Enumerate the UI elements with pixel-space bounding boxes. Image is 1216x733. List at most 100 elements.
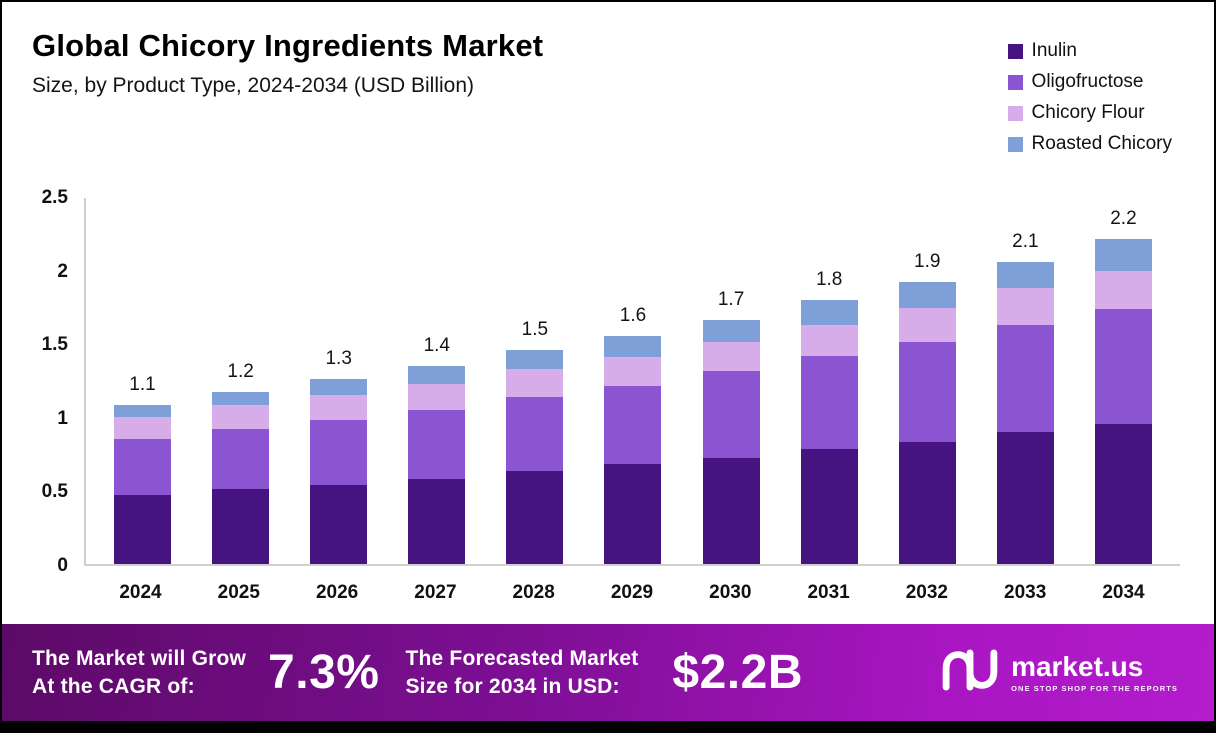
- legend-item-inulin: Inulin: [1007, 40, 1172, 62]
- bar-total-label: 1.4: [423, 335, 450, 356]
- bar-segment-roasted-chicory: [212, 392, 270, 405]
- y-tick-label: 2.5: [41, 187, 68, 208]
- legend-item-roasted-chicory: Roasted Chicory: [1007, 133, 1172, 155]
- bar-group-2032: 1.9: [898, 251, 956, 564]
- bar-segment-roasted-chicory: [702, 320, 760, 342]
- bar-segment-inulin: [702, 458, 760, 564]
- x-axis-labels: 2024 2025 2026 2027 2028 2029 2030 2031 2032 2033…: [84, 566, 1180, 618]
- bar-segment-inulin: [800, 449, 858, 564]
- x-axis-label: 2026: [315, 582, 359, 603]
- x-axis-label: 2034: [1102, 582, 1145, 603]
- bar-segment-chicory-flour: [1094, 271, 1152, 309]
- bar-group-2028: 1.5: [506, 319, 564, 564]
- bar-group-2034: 2.2: [1094, 208, 1152, 564]
- bar-segment-chicory-flour: [408, 384, 466, 410]
- bar-group-2027: 1.4: [408, 335, 466, 564]
- bar-segment-inulin: [604, 464, 662, 564]
- bar-total-label: 2.1: [1012, 231, 1039, 252]
- bar-total-label: 1.5: [521, 319, 549, 340]
- x-axis-label: 2029: [610, 582, 654, 603]
- bar-segment-roasted-chicory: [408, 366, 466, 384]
- bar-stack: [212, 392, 270, 564]
- page-title: Global Chicory Ingredients Market: [32, 28, 544, 63]
- brand-name: market.us: [1011, 650, 1144, 682]
- legend-swatch-icon: [1007, 43, 1023, 59]
- bar-segment-oligofructose: [702, 371, 760, 458]
- bar-segment-oligofructose: [1094, 309, 1152, 424]
- page-subtitle: Size, by Product Type, 2024-2034 (USD Bi…: [32, 74, 475, 97]
- bar-segment-inulin: [506, 471, 564, 564]
- bar-segment-chicory-flour: [800, 325, 858, 356]
- cagr-caption-line1: The Market will Grow: [32, 647, 247, 671]
- bar-segment-oligofructose: [800, 356, 858, 449]
- y-tick-label: 0.5: [41, 481, 68, 503]
- brand-text-block: market.us ONE STOP SHOP FOR THE REPORTS: [1011, 650, 1178, 694]
- bar-segment-roasted-chicory: [1094, 239, 1152, 271]
- bar-group-2026: 1.3: [310, 348, 368, 564]
- bar-segment-chicory-flour: [310, 395, 368, 420]
- x-axis-label: 2030: [709, 582, 752, 603]
- y-tick-label: 1.5: [41, 334, 68, 356]
- y-axis: 0 0.5 1 1.5 2 2.5: [18, 187, 84, 576]
- bar-segment-roasted-chicory: [506, 350, 564, 369]
- bar-total-label: 1.1: [129, 374, 156, 395]
- legend-label: Chicory Flour: [1031, 102, 1145, 123]
- bar-group-2024: 1.1: [114, 374, 171, 564]
- chart: 0 0.5 1 1.5 2 2.5 1.1 1.2 1.3 1.4 1.5 1.6 1.7 1.8 1.9…: [18, 187, 1180, 618]
- bottom-strip: [2, 721, 1214, 731]
- bar-total-label: 1.6: [619, 305, 647, 326]
- bar-segment-chicory-flour: [506, 369, 564, 397]
- bar-segment-roasted-chicory: [604, 336, 662, 357]
- cagr-value: 7.3%: [268, 646, 380, 699]
- legend-label: Roasted Chicory: [1031, 133, 1172, 154]
- bar-group-2033: 2.1: [996, 231, 1054, 564]
- bar-group-2029: 1.6: [604, 305, 662, 564]
- bar-segment-oligofructose: [604, 386, 662, 464]
- bar-group-2030: 1.7: [702, 289, 760, 564]
- bar-segment-inulin: [310, 485, 368, 564]
- bar-segment-chicory-flour: [212, 405, 270, 429]
- bar-stack: [408, 366, 466, 564]
- summary-banner: The Market will Grow At the CAGR of: 7.3…: [2, 624, 1214, 721]
- x-axis-label: 2028: [512, 582, 555, 603]
- y-tick-label: 2: [57, 260, 68, 282]
- legend-item-chicory-flour: Chicory Flour: [1007, 102, 1172, 124]
- bar-segment-oligofructose: [506, 397, 564, 471]
- legend-swatch-icon: [1007, 136, 1023, 152]
- forecast-caption-line2: Size for 2034 in USD:: [405, 674, 620, 698]
- header: Global Chicory Ingredients Market Size, …: [2, 2, 1214, 98]
- brand-tagline: ONE STOP SHOP FOR THE REPORTS: [1011, 684, 1178, 694]
- bar-segment-chicory-flour: [898, 308, 956, 342]
- forecast-value: $2.2B: [672, 646, 803, 699]
- bar-stack: [898, 282, 956, 564]
- bar-segment-roasted-chicory: [898, 282, 956, 308]
- legend-label: Oligofructose: [1031, 71, 1144, 92]
- bar-segment-inulin: [212, 489, 270, 564]
- plot-area: 1.1 1.2 1.3 1.4 1.5 1.6 1.7 1.8 1.9 2.1 2.2: [84, 198, 1180, 566]
- x-axis-label: 2033: [1004, 582, 1047, 603]
- bar-segment-chicory-flour: [702, 342, 760, 371]
- cagr-caption-line2: At the CAGR of:: [32, 674, 195, 698]
- bar-total-label: 1.8: [815, 269, 843, 290]
- bar-stack: [702, 320, 760, 564]
- bar-stack: [114, 405, 171, 564]
- bar-segment-chicory-flour: [114, 417, 171, 439]
- bar-segment-oligofructose: [212, 429, 270, 489]
- bar-segment-oligofructose: [996, 325, 1054, 432]
- bar-stack: [604, 336, 662, 564]
- bar-total-label: 1.3: [325, 348, 352, 369]
- x-axis-label: 2025: [217, 582, 260, 603]
- bar-stack: [506, 350, 564, 564]
- y-tick-label: 1: [57, 407, 68, 429]
- bar-segment-oligofructose: [114, 439, 171, 495]
- legend-swatch-icon: [1007, 105, 1023, 121]
- bar-segment-roasted-chicory: [114, 405, 171, 417]
- bar-segment-oligofructose: [898, 342, 956, 442]
- bar-segment-oligofructose: [310, 420, 368, 485]
- bar-stack: [800, 300, 858, 564]
- bar-total-label: 2.2: [1110, 208, 1137, 229]
- bar-segment-inulin: [996, 432, 1054, 564]
- bar-segment-inulin: [114, 495, 171, 564]
- x-axis-label: 2031: [807, 582, 850, 603]
